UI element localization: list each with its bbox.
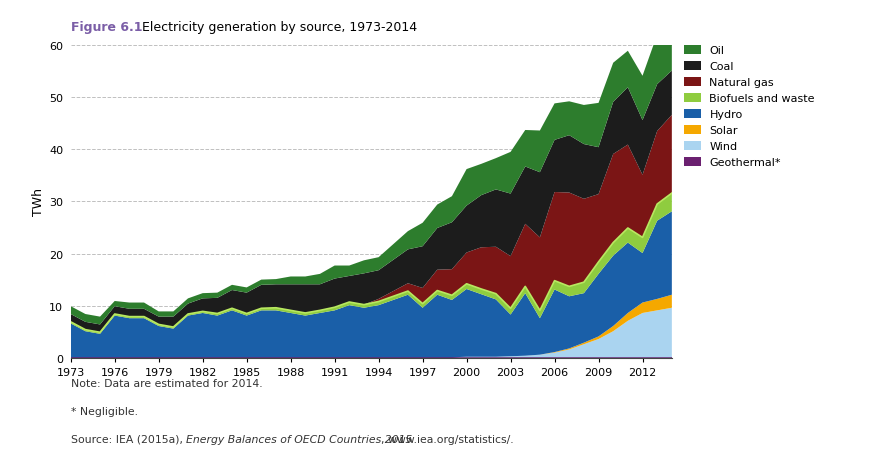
Text: Electricity generation by source, 1973-2014: Electricity generation by source, 1973-2…	[134, 21, 417, 34]
Text: Figure 6.1: Figure 6.1	[71, 21, 142, 34]
Y-axis label: TWh: TWh	[32, 188, 45, 216]
Text: Source: IEA (2015a),: Source: IEA (2015a),	[71, 434, 187, 444]
Text: * Negligible.: * Negligible.	[71, 406, 138, 416]
Text: Energy Balances of OECD Countries 2015: Energy Balances of OECD Countries 2015	[186, 434, 412, 444]
Text: , www.iea.org/statistics/.: , www.iea.org/statistics/.	[381, 434, 514, 444]
Text: Note: Data are estimated for 2014.: Note: Data are estimated for 2014.	[71, 379, 263, 389]
Legend: Oil, Coal, Natural gas, Biofuels and waste, Hydro, Solar, Wind, Geothermal*: Oil, Coal, Natural gas, Biofuels and was…	[684, 46, 815, 168]
